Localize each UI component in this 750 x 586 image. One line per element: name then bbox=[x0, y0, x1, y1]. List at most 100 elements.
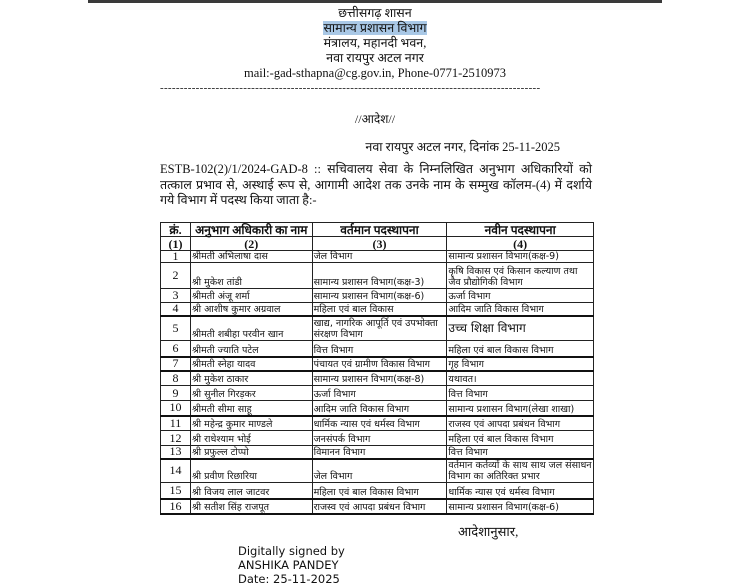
name-cell: श्रीमती सीमा साहू bbox=[189, 400, 313, 417]
name-cell: श्री राधेश्याम भोई bbox=[189, 430, 313, 446]
table-row: 8 श्री मुकेश ठाकार सामान्य प्रशासन विभाग(क… bbox=[160, 370, 594, 386]
table-row: 6 श्रीमती ज्याति पटेल वित्त विभाग महिला एवं… bbox=[160, 340, 594, 358]
name-cell: श्री सुनील गिरड़कर bbox=[189, 385, 313, 401]
viewer-top-bar bbox=[88, 0, 662, 3]
new-posting-cell: सामान्य प्रशासन विभाग(कक्ष-9) bbox=[446, 250, 594, 263]
current-posting-cell: जेल विभाग bbox=[311, 458, 448, 483]
name-cell: श्री सतीश सिंह राजपूत bbox=[189, 498, 313, 515]
new-posting-cell: उच्च शिक्षा विभाग bbox=[446, 315, 594, 341]
col-header-serial: क्रं. bbox=[160, 222, 191, 237]
col-header-name: अनुभाग अधिकारी का नाम bbox=[189, 222, 313, 237]
name-cell: श्री आशीष कुमार अग्रवाल bbox=[189, 302, 313, 317]
table-colnum-row: (1) (2) (3) (4) bbox=[160, 236, 594, 251]
serial-cell: 13 bbox=[160, 445, 191, 460]
header-address-2: नवा रायपुर अटल नगर bbox=[326, 51, 424, 65]
serial-cell: 4 bbox=[160, 302, 191, 317]
place-date: नवा रायपुर अटल नगर, दिनांक 25-11-2025 bbox=[365, 140, 560, 154]
name-cell: श्री मुकेश ठाकार bbox=[189, 370, 313, 386]
current-posting-cell: खाद्य, नागरिक आपूर्ति एवं उपभोक्ता संरक्… bbox=[311, 315, 448, 341]
name-cell: श्री महेन्द्र कुमार माण्डले bbox=[189, 415, 313, 431]
table-row: 4 श्री आशीष कुमार अग्रवाल महिला एवं बाल वि… bbox=[160, 302, 594, 317]
serial-cell: 6 bbox=[160, 340, 191, 358]
current-posting-cell: महिला एवं बाल विकास bbox=[311, 302, 448, 317]
separator-line: ----------------------------------------… bbox=[160, 82, 541, 94]
current-posting-cell: जनसंपर्क विभाग bbox=[311, 430, 448, 446]
new-posting-cell: महिला एवं बाल विकास विभाग bbox=[446, 430, 594, 446]
col-header-current: वर्तमान पदस्थापना bbox=[311, 222, 448, 237]
name-cell: श्री विजय लाल जाटवर bbox=[189, 481, 313, 500]
new-posting-cell: धार्मिक न्यास एवं धर्मस्व विभाग bbox=[446, 481, 594, 500]
table-row: 13 श्री प्रफुल्ल टोप्पो विमानन विभाग वित्त … bbox=[160, 445, 594, 460]
current-posting-cell: राजस्व एवं आपदा प्रबंधन विभाग bbox=[311, 498, 448, 515]
new-posting-cell: वर्तमान कर्तव्यों के साथ साथ जल संसाधन व… bbox=[446, 458, 594, 483]
serial-cell: 10 bbox=[160, 400, 191, 417]
new-posting-cell: राजस्व एवं आपदा प्रबंधन विभाग bbox=[446, 415, 594, 431]
new-posting-cell: सामान्य प्रशासन विभाग(लेखा शाखा) bbox=[446, 400, 594, 417]
new-posting-cell: ऊर्जा विभाग bbox=[446, 288, 594, 303]
signature-date: Date: 25-11-2025 bbox=[238, 572, 340, 586]
serial-cell: 1 bbox=[160, 250, 191, 263]
table-row: 7 श्रीमती स्नेहा यादव पंचायत एवं ग्रामीण व… bbox=[160, 356, 594, 372]
new-posting-cell: गृह विभाग bbox=[446, 356, 594, 372]
current-posting-cell: विमानन विभाग bbox=[311, 445, 448, 460]
serial-cell: 14 bbox=[160, 458, 191, 483]
header-department: सामान्य प्रशासन विभाग bbox=[0, 21, 750, 37]
table-header-row: क्रं. अनुभाग अधिकारी का नाम वर्तमान पदस्… bbox=[160, 222, 594, 237]
current-posting-cell: पंचायत एवं ग्रामीण विकास विभाग bbox=[311, 356, 448, 372]
col-header-new: नवीन पदस्थापना bbox=[446, 222, 594, 237]
selected-text[interactable]: सामान्य प्रशासन विभाग bbox=[323, 21, 427, 35]
current-posting-cell: ऊर्जा विभाग bbox=[311, 385, 448, 401]
serial-cell: 9 bbox=[160, 385, 191, 401]
table-row: 1 श्रीमती अभिलाषा दास जेल विभाग सामान्य प्र… bbox=[160, 250, 594, 263]
serial-cell: 12 bbox=[160, 430, 191, 446]
table-row: 14 श्री प्रवीण रिछारिया जेल विभाग वर्तमान क… bbox=[160, 458, 594, 483]
current-posting-cell: धार्मिक न्यास एवं धर्मस्व विभाग bbox=[311, 415, 448, 431]
name-cell: श्रीमती स्नेहा यादव bbox=[189, 356, 313, 372]
current-posting-cell: सामान्य प्रशासन विभाग(कक्ष-6) bbox=[311, 288, 448, 303]
serial-cell: 16 bbox=[160, 498, 191, 515]
signature-name: ANSHIKA PANDEY bbox=[238, 558, 339, 572]
new-posting-cell: महिला एवं बाल विकास विभाग bbox=[446, 340, 594, 358]
current-posting-cell: सामान्य प्रशासन विभाग(कक्ष-8) bbox=[311, 370, 448, 386]
current-posting-cell: वित्त विभाग bbox=[311, 340, 448, 358]
col-number: (2) bbox=[189, 236, 313, 251]
table-row: 15 श्री विजय लाल जाटवर महिला एवं बाल विकास… bbox=[160, 481, 594, 500]
signoff: आदेशानुसार, bbox=[458, 524, 519, 539]
col-number: (4) bbox=[446, 236, 594, 251]
order-title: //आदेश// bbox=[354, 112, 396, 126]
serial-cell: 11 bbox=[160, 415, 191, 431]
table-row: 16 श्री सतीश सिंह राजपूत राजस्व एवं आपदा प… bbox=[160, 498, 594, 515]
serial-cell: 8 bbox=[160, 370, 191, 386]
current-posting-cell: सामान्य प्रशासन विभाग(कक्ष-3) bbox=[311, 262, 448, 289]
signature-line: Digitally signed by bbox=[238, 544, 345, 558]
table-row: 11 श्री महेन्द्र कुमार माण्डले धार्मिक न्य… bbox=[160, 415, 594, 431]
new-posting-cell: आदिम जाति विकास विभाग bbox=[446, 302, 594, 317]
name-cell: श्रीमती ज्याति पटेल bbox=[189, 340, 313, 358]
header-contact: mail:-gad-sthapna@cg.gov.in, Phone-0771-… bbox=[243, 66, 507, 80]
serial-cell: 2 bbox=[160, 262, 191, 289]
serial-cell: 5 bbox=[160, 315, 191, 341]
table-row: 10 श्रीमती सीमा साहू आदिम जाति विकास विभाग… bbox=[160, 400, 594, 417]
header-government: छत्तीसगढ़ शासन bbox=[338, 6, 412, 20]
current-posting-cell: महिला एवं बाल विकास विभाग bbox=[311, 481, 448, 500]
posting-table: क्रं. अनुभाग अधिकारी का नाम वर्तमान पदस्… bbox=[160, 222, 594, 515]
table-row: 5 श्रीमती शबीहा परवीन खान खाद्य, नागरिक आप… bbox=[160, 315, 594, 341]
new-posting-cell: वित्त विभाग bbox=[446, 385, 594, 401]
new-posting-cell: यथावत। bbox=[446, 370, 594, 386]
table-row: 12 श्री राधेश्याम भोई जनसंपर्क विभाग महिला … bbox=[160, 430, 594, 446]
new-posting-cell: सामान्य प्रशासन विभाग(कक्ष-6) bbox=[446, 498, 594, 515]
name-cell: श्री प्रवीण रिछारिया bbox=[189, 458, 313, 483]
col-number: (3) bbox=[311, 236, 448, 251]
current-posting-cell: आदिम जाति विकास विभाग bbox=[311, 400, 448, 417]
current-posting-cell: जेल विभाग bbox=[311, 250, 448, 263]
table-row: 9 श्री सुनील गिरड़कर ऊर्जा विभाग वित्त विभा… bbox=[160, 385, 594, 401]
name-cell: श्रीमती शबीहा परवीन खान bbox=[189, 315, 313, 341]
name-cell: श्रीमती अंजू शर्मा bbox=[189, 288, 313, 303]
order-body: ESTB-102(2)/1/2024-GAD-8 :: सचिवालय सेवा… bbox=[160, 162, 592, 207]
table-row: 3 श्रीमती अंजू शर्मा सामान्य प्रशासन विभाग… bbox=[160, 288, 594, 303]
new-posting-cell: वित्त विभाग bbox=[446, 445, 594, 460]
name-cell: श्रीमती अभिलाषा दास bbox=[189, 250, 313, 263]
serial-cell: 7 bbox=[160, 356, 191, 372]
table-row: 2 श्री मुकेश तांडी सामान्य प्रशासन विभाग(क… bbox=[160, 262, 594, 289]
serial-cell: 15 bbox=[160, 481, 191, 500]
